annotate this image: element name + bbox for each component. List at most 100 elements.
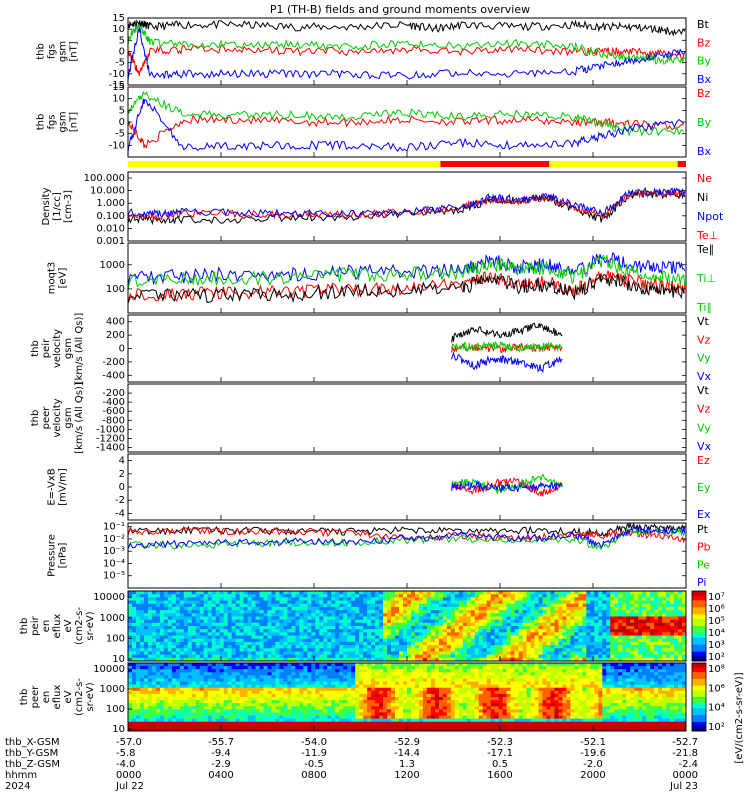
heatmap-cell [339, 681, 344, 686]
heatmap-cell [530, 622, 535, 627]
heatmap-cell [179, 645, 185, 649]
legend-entry: Bt [697, 18, 710, 31]
heatmap-cell [327, 657, 332, 662]
heatmap-cell [626, 606, 631, 611]
heatmap-cell [418, 597, 424, 601]
heatmap-cell [395, 693, 400, 698]
heatmap-cell [199, 715, 205, 720]
heatmap-cell [323, 603, 328, 608]
heatmap-cell [498, 648, 504, 652]
heatmap-cell [279, 606, 284, 611]
heatmap-cell [227, 591, 233, 595]
heatmap-cell [622, 597, 627, 601]
heatmap-cell [311, 603, 316, 608]
heatmap-cell [183, 591, 189, 595]
heatmap-cell [410, 651, 416, 656]
heatmap-cell [171, 594, 177, 598]
heatmap-cell [151, 606, 157, 611]
legend-entry: Bz [697, 36, 711, 49]
heatmap-cell [682, 594, 687, 598]
heatmap-cell [307, 727, 312, 732]
heatmap-cell [379, 606, 384, 611]
heatmap-cell [446, 613, 452, 617]
heatmap-cell [638, 657, 643, 662]
heatmap-cell [410, 591, 416, 595]
heatmap-cell [410, 603, 416, 608]
heatmap-cell [550, 654, 555, 659]
heatmap-cell [215, 622, 221, 627]
heatmap-cell [387, 657, 392, 662]
heatmap-cell [211, 594, 217, 598]
heatmap-cell [335, 663, 340, 667]
heatmap-cell [231, 594, 237, 598]
heatmap-cell [399, 669, 404, 673]
heatmap-cell [574, 641, 579, 646]
heatmap-cell [315, 709, 320, 713]
heatmap-cell [139, 654, 145, 659]
heatmap-cell [470, 635, 476, 640]
heatmap-cell [399, 712, 404, 716]
heatmap-cell [606, 632, 611, 636]
heatmap-cell [506, 619, 512, 624]
heatmap-cell [319, 672, 324, 676]
heatmap-cell [530, 619, 535, 624]
heatmap-cell [347, 591, 352, 595]
heatmap-cell [379, 663, 384, 667]
heatmap-cell [538, 645, 543, 649]
heatmap-cell [395, 651, 400, 656]
heatmap-cell [215, 600, 221, 605]
heatmap-cell [486, 645, 492, 649]
heatmap-cell [143, 672, 149, 676]
heatmap-cell [155, 675, 161, 679]
heatmap-cell [215, 626, 221, 630]
heatmap-cell [367, 684, 372, 689]
heatmap-cell [339, 594, 344, 598]
heatmap-cell [327, 591, 332, 595]
heatmap-cell [179, 641, 185, 646]
heatmap-cell [578, 648, 583, 652]
heatmap-cell [191, 678, 197, 682]
heatmap-cell [255, 641, 260, 646]
heatmap-cell [570, 654, 575, 659]
heatmap-cell [167, 684, 173, 689]
heatmap-cell [426, 626, 432, 630]
heatmap-cell [195, 632, 201, 636]
heatmap-cell [131, 724, 137, 729]
heatmap-cell [486, 641, 492, 646]
heatmap-cell [490, 648, 496, 652]
heatmap-cell [187, 703, 193, 707]
heatmap-cell [542, 635, 547, 640]
heatmap-cell [494, 626, 500, 630]
heatmap-cell [199, 724, 205, 729]
heatmap-cell [219, 681, 225, 686]
heatmap-cell [642, 635, 647, 640]
heatmap-cell [247, 641, 252, 646]
heatmap-cell [403, 594, 408, 598]
heatmap-cell [243, 675, 248, 679]
heatmap-cell [239, 610, 244, 614]
heatmap-cell [243, 613, 248, 617]
heatmap-cell [207, 724, 213, 729]
heatmap-cell [131, 626, 137, 630]
heatmap-cell [187, 724, 193, 729]
heatmap-cell [319, 657, 324, 662]
heatmap-cell [502, 616, 508, 621]
heatmap-cell [291, 638, 296, 643]
heatmap-cell [434, 613, 440, 617]
heatmap-cell [167, 718, 173, 723]
heatmap-cell [135, 657, 141, 662]
heatmap-cell [574, 629, 579, 633]
heatmap-cell [331, 629, 336, 633]
heatmap-cell [223, 684, 229, 689]
heatmap-cell [367, 654, 372, 659]
heatmap-cell [522, 651, 527, 656]
heatmap-cell [307, 600, 312, 605]
heatmap-cell [259, 669, 264, 673]
heatmap-cell [227, 619, 233, 624]
heatmap-cell [343, 597, 348, 601]
heatmap-cell [175, 684, 181, 689]
heatmap-cell [383, 657, 388, 662]
heatmap-cell [263, 606, 268, 611]
series-line-Ti⊥ [127, 252, 686, 286]
heatmap-cell [359, 715, 364, 720]
